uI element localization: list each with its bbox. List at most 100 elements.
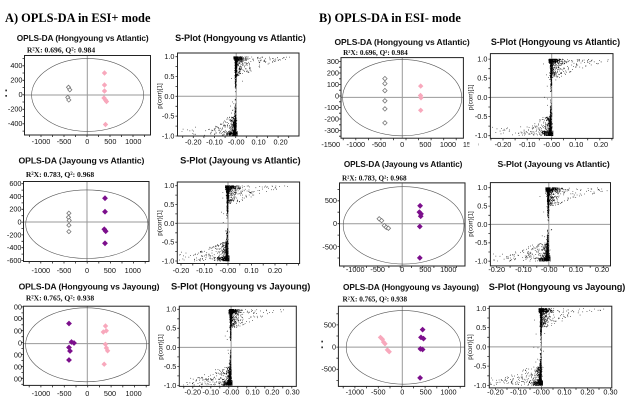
svg-text:R²X: 0.696, Q²: 0.984: R²X: 0.696, Q²: 0.984 [343,49,408,57]
svg-text:-0.00: -0.00 [228,138,245,147]
svg-text:-500: -500 [321,365,336,374]
svg-text:-0.20: -0.20 [184,388,201,397]
svg-text:0.10: 0.10 [569,265,583,274]
svg-text:-200: -200 [8,105,23,114]
svg-text:-400: -400 [8,119,23,128]
svg-text:1000: 1000 [125,137,141,146]
svg-text:-0.20: -0.20 [488,265,505,274]
svg-text:0.10: 0.10 [569,140,583,149]
svg-text:-1000: -1000 [346,388,365,397]
svg-text:0: 0 [335,91,339,100]
svg-text:0: 0 [85,137,89,146]
svg-text:0.10: 0.10 [557,388,571,397]
svg-text:0.5: 0.5 [476,323,486,332]
svg-text:-0.00: -0.00 [533,388,550,397]
svg-text:1.0: 1.0 [476,304,486,313]
svg-text:-0.10: -0.10 [196,266,213,275]
svg-text:S-Plot (Hongyoung vs Atlantic): S-Plot (Hongyoung vs Atlantic) [175,33,306,43]
svg-text:1.0: 1.0 [477,55,487,64]
svg-text:0.5: 0.5 [166,324,176,333]
svg-text:0: 0 [400,388,404,397]
svg-text:-0.20: -0.20 [495,140,512,149]
svg-text:500: 500 [325,196,337,205]
svg-text:0.5: 0.5 [477,202,487,211]
svg-text:-500: -500 [372,140,387,149]
svg-text:0: 0 [18,338,22,347]
svg-text:-200: -200 [7,230,22,239]
svg-text:0.5: 0.5 [477,74,487,83]
svg-text:0: 0 [400,140,404,149]
svg-text:0.20: 0.20 [273,138,287,147]
svg-text:-500: -500 [371,388,386,397]
svg-text:-1.0: -1.0 [162,256,175,265]
svg-text:-500: -500 [57,266,72,275]
svg-text:0.5: 0.5 [164,72,174,81]
svg-text:-1000: -1000 [32,137,51,146]
svg-text:1000: 1000 [125,266,141,275]
svg-text:S-Plot (Jayoung vs Atlantic): S-Plot (Jayoung vs Atlantic) [497,159,609,169]
svg-text:300: 300 [327,57,339,66]
svg-text:100: 100 [327,80,339,89]
svg-text:1.0: 1.0 [166,305,176,314]
svg-text:0: 0 [85,389,89,398]
svg-text:OPLS-DA (Hongyoung vs Atlantic: OPLS-DA (Hongyoung vs Atlantic) [335,37,470,47]
svg-text:400: 400 [9,192,21,201]
svg-text:R²X: 0.765, Q²: 0.938: R²X: 0.765, Q²: 0.938 [26,294,94,303]
svg-text:1000: 1000 [440,140,456,149]
svg-text:-200: -200 [324,114,339,123]
svg-text:-0.10: -0.10 [515,265,532,274]
svg-text:-1.0: -1.0 [162,131,175,140]
svg-text:-0.5: -0.5 [474,362,487,371]
svg-text:1000: 1000 [125,389,141,398]
svg-text:p(corr)[1]: p(corr)[1] [467,334,474,360]
svg-text:R²X: 0.696, Q²: 0.984: R²X: 0.696, Q²: 0.984 [27,46,95,55]
svg-text:S-Plot (Hongyoung vs Atlantic): S-Plot (Hongyoung vs Atlantic) [491,37,620,47]
svg-text:-500: -500 [370,265,385,274]
svg-text:00: 00 [14,350,22,359]
svg-text:0.0: 0.0 [477,220,487,229]
svg-text:00: 00 [14,362,22,371]
svg-text:0.10: 0.10 [244,266,258,275]
svg-text:p(corr)[1]: p(corr)[1] [467,84,474,110]
svg-text:OPLS-DA (Hongyoung vs Jayoung): OPLS-DA (Hongyoung vs Jayoung) [19,282,160,292]
svg-text:-400: -400 [7,243,22,252]
svg-text:-0.10: -0.10 [519,140,536,149]
svg-text:0.10: 0.10 [251,138,265,147]
svg-text:-1000: -1000 [346,140,365,149]
svg-text:-500: -500 [322,243,337,252]
svg-text:0.20: 0.20 [594,140,608,149]
svg-text:-300: -300 [324,126,339,135]
svg-text:R²X: 0.765, Q²: 0.938: R²X: 0.765, Q²: 0.938 [342,296,407,304]
svg-text:-1500: -1500 [321,140,340,149]
svg-text:S-Plot (Hongyoung vs Jayoung): S-Plot (Hongyoung vs Jayoung) [171,281,310,292]
svg-text:0.10: 0.10 [245,388,259,397]
svg-text:-0.5: -0.5 [475,112,488,121]
svg-text:0.0: 0.0 [166,343,176,352]
svg-text:500: 500 [104,137,116,146]
svg-text:-0.00: -0.00 [543,140,560,149]
svg-text:0.0: 0.0 [164,92,174,101]
svg-text:OPLS-DA (Jayoung vs Atlantic): OPLS-DA (Jayoung vs Atlantic) [344,160,463,169]
svg-text:0: 0 [17,218,21,227]
svg-text:B) OPLS-DA in ESI- mode: B) OPLS-DA in ESI- mode [319,11,461,25]
svg-text:0.30: 0.30 [603,388,617,397]
svg-text:0.20: 0.20 [580,388,594,397]
svg-text:-0.5: -0.5 [475,238,488,247]
svg-text:00: 00 [14,375,22,384]
svg-text:0.30: 0.30 [285,388,299,397]
svg-text:500: 500 [419,265,431,274]
svg-text:S-Plot (Jayoung vs Atlantic): S-Plot (Jayoung vs Atlantic) [180,156,300,166]
svg-text:-0.5: -0.5 [162,112,175,121]
svg-text:-0.20: -0.20 [173,266,190,275]
svg-text:0.5: 0.5 [164,200,174,209]
svg-text:-500: -500 [57,137,72,146]
svg-text:p(corr)[1]: p(corr)[1] [157,210,164,236]
svg-text:p(corr)[1]: p(corr)[1] [158,334,165,360]
svg-text:S-Plot (Hongyoung vs Jayoung): S-Plot (Hongyoung vs Jayoung) [489,282,625,292]
svg-text:0.0: 0.0 [477,93,487,102]
svg-text:-1000: -1000 [346,265,365,274]
svg-text:500: 500 [324,320,336,329]
svg-text:0: 0 [85,266,89,275]
svg-text:OPLS-DA (Hongyoung vs Atlantic: OPLS-DA (Hongyoung vs Atlantic) [17,33,149,43]
svg-text:0.20: 0.20 [268,266,282,275]
